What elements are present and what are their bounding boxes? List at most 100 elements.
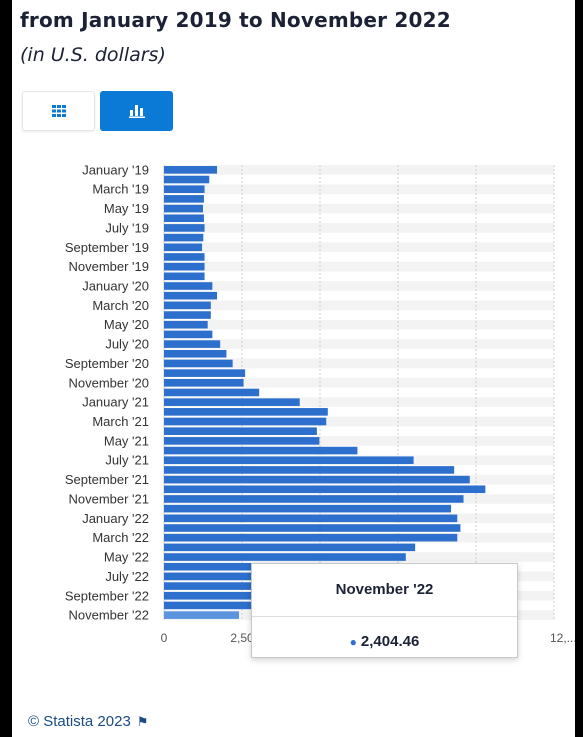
row-stripe — [164, 339, 554, 349]
data-bar — [164, 601, 274, 610]
row-stripe — [164, 358, 554, 369]
data-bar — [164, 166, 218, 174]
data-bar — [164, 214, 204, 223]
tooltip-label: November '22 — [335, 581, 434, 598]
data-bar — [164, 233, 204, 242]
data-bar — [164, 185, 205, 193]
data-bar — [164, 533, 458, 542]
data-bar — [164, 301, 211, 310]
data-bar — [164, 514, 458, 523]
chart-subtitle: (in U.S. dollars) — [20, 44, 166, 66]
row-stripe — [164, 300, 554, 311]
data-bar — [164, 398, 300, 406]
tooltip-value-row: ● 2,404.46 — [252, 633, 517, 650]
row-stripe — [164, 416, 554, 427]
row-stripe — [164, 397, 554, 407]
y-tick-label: May '20 — [104, 317, 149, 332]
data-bar — [164, 611, 240, 619]
data-bar — [164, 466, 455, 474]
data-bar — [164, 553, 406, 561]
data-bar — [164, 437, 320, 445]
data-bar — [164, 291, 218, 300]
y-tick-label: March '20 — [92, 298, 149, 313]
y-tick-label: November '21 — [68, 491, 149, 506]
bar-chart-icon — [128, 105, 145, 118]
flag-icon: ⚑ — [136, 713, 149, 729]
data-bar — [164, 224, 205, 232]
tooltip-value: 2,404.46 — [360, 633, 420, 650]
y-tick-label: July '21 — [105, 453, 149, 468]
footer-credit[interactable]: © Statista 2023 ⚑ — [28, 713, 148, 730]
data-bar — [164, 253, 205, 261]
data-bar — [164, 272, 205, 281]
data-bar — [164, 427, 317, 435]
y-tick-label: May '22 — [104, 550, 149, 565]
y-tick-label: May '21 — [104, 433, 149, 448]
y-tick-label: September '21 — [65, 472, 149, 487]
y-tick-label: May '19 — [104, 201, 149, 216]
data-bar — [164, 369, 246, 377]
chart-view-button[interactable] — [100, 91, 173, 131]
data-bar — [164, 282, 213, 290]
chart-panel: from January 2019 to November 2022 (in U… — [12, 0, 575, 737]
data-bar — [164, 417, 327, 426]
y-tick-label: September '22 — [65, 588, 149, 603]
data-bar — [164, 524, 461, 532]
data-bar — [164, 262, 205, 271]
data-bar — [164, 495, 464, 503]
data-bar — [164, 504, 452, 513]
row-stripe — [164, 281, 554, 291]
table-grid-icon — [51, 105, 66, 117]
data-bar — [164, 543, 416, 552]
y-tick-label: September '19 — [65, 240, 149, 255]
bar-chart: January '19 March '19 May '19 July '19 Septe… — [65, 162, 575, 645]
data-bar — [164, 591, 303, 600]
data-bar — [164, 311, 211, 319]
y-tick-label: July '20 — [105, 337, 149, 352]
data-bar — [164, 195, 204, 203]
row-stripe — [164, 165, 554, 175]
row-stripe — [164, 184, 554, 195]
row-stripe — [164, 319, 554, 330]
y-tick-label: March '22 — [92, 530, 149, 545]
data-bar — [164, 379, 244, 387]
row-stripe — [164, 436, 554, 446]
x-tick-label: 2,50 — [230, 631, 254, 645]
data-bar — [164, 320, 208, 329]
data-bar — [164, 359, 233, 368]
y-tick-label: March '19 — [92, 182, 149, 197]
data-bar — [164, 475, 470, 484]
row-stripe — [164, 223, 554, 233]
y-tick-label: January '19 — [82, 162, 149, 177]
y-tick-label: July '22 — [105, 569, 149, 584]
y-tick-label: January '22 — [82, 511, 149, 526]
series-dot-icon: ● — [349, 635, 357, 649]
data-tooltip: November '22 ● 2,404.46 — [251, 563, 518, 658]
row-stripe — [164, 203, 554, 214]
data-bar — [164, 349, 227, 358]
y-tick-label: November '22 — [68, 608, 149, 623]
data-bar — [164, 408, 328, 416]
y-tick-label: November '19 — [68, 259, 149, 274]
data-bar — [164, 330, 213, 339]
table-view-button[interactable] — [22, 91, 95, 131]
y-tick-label: July '19 — [105, 220, 149, 235]
data-bar — [164, 388, 260, 397]
y-tick-label: November '20 — [68, 375, 149, 390]
copyright-text: © Statista 2023 — [28, 713, 131, 730]
data-bar — [164, 340, 221, 348]
data-bar — [164, 175, 210, 184]
data-bar — [164, 243, 203, 252]
x-tick-label: 12,... — [550, 631, 575, 645]
tooltip-divider — [252, 616, 517, 617]
row-stripe — [164, 242, 554, 253]
row-stripe — [164, 261, 554, 272]
chart-title: from January 2019 to November 2022 — [20, 8, 451, 32]
x-tick-label: 0 — [161, 631, 168, 645]
data-bar — [164, 456, 414, 465]
y-tick-label: January '20 — [82, 279, 149, 294]
y-tick-label: January '21 — [82, 395, 149, 410]
data-bar — [164, 446, 358, 455]
y-tick-label: March '21 — [92, 414, 149, 429]
y-tick-label: September '20 — [65, 356, 149, 371]
